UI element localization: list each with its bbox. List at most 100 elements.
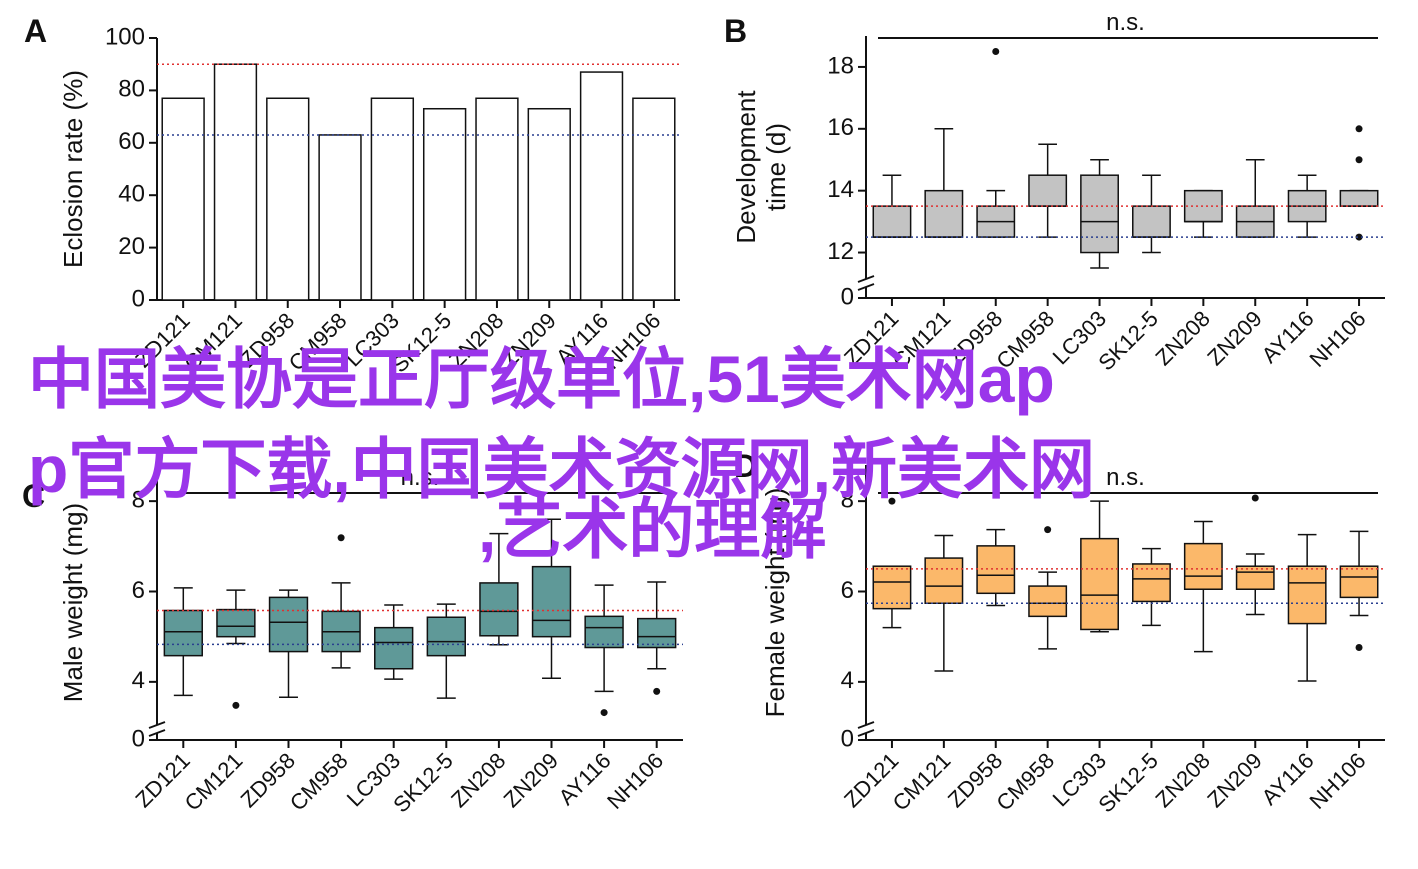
y-tick-label: 4 (132, 667, 145, 694)
panel-label: A (24, 13, 47, 49)
flier (992, 47, 1000, 55)
y-tick-label: 0 (132, 725, 145, 752)
box (872, 565, 912, 610)
overlay-text: ,艺术的理解 (478, 492, 826, 566)
y-tick-label: 14 (827, 176, 854, 203)
box (1080, 537, 1119, 631)
flier (1355, 644, 1363, 652)
y-tick-label: 20 (118, 233, 145, 260)
y-tick-label: 4 (841, 667, 854, 694)
y-tick-label: 6 (841, 577, 854, 604)
y-tick-label: 8 (132, 486, 145, 513)
y-tick-label: 12 (827, 238, 854, 265)
box (924, 189, 964, 238)
x-tick-label: ZN209 (1202, 306, 1266, 370)
bar (475, 97, 519, 301)
x-tick-label: NH106 (602, 748, 668, 814)
significance-label: n.s. (1106, 464, 1145, 491)
panel-label: C (22, 478, 45, 514)
flier (600, 709, 608, 717)
box (374, 626, 414, 670)
y-tick-label: 0 (841, 283, 854, 310)
axis-break (857, 729, 875, 737)
box (637, 617, 677, 649)
significance-label: n.s. (401, 464, 440, 491)
box (1132, 563, 1171, 603)
bar (527, 107, 571, 301)
x-tick-label: CM958 (285, 748, 353, 816)
axis-break (857, 283, 875, 291)
overlay-text: 中国美协是正厅级单位,51美术网ap (28, 342, 1055, 416)
axis-break (148, 729, 166, 737)
y-axis-label: Development (731, 90, 761, 244)
bar (161, 97, 205, 301)
box (1339, 565, 1379, 599)
x-tick-label: CM121 (180, 748, 248, 816)
y-tick-label: 18 (827, 52, 854, 79)
y-tick-label: 8 (841, 486, 854, 513)
box (1287, 565, 1327, 625)
bar (422, 107, 467, 301)
flier (232, 701, 240, 709)
x-tick-label: SK12-5 (388, 748, 458, 818)
bar (213, 63, 258, 301)
significance-label: n.s. (1106, 9, 1145, 36)
panel-label: D (734, 448, 757, 484)
box (1080, 174, 1119, 254)
box (268, 596, 309, 653)
panel-label: B (724, 13, 747, 49)
box (872, 205, 912, 238)
bar (579, 71, 624, 301)
x-tick-label: ZN209 (499, 748, 563, 812)
y-tick-label: 40 (118, 181, 145, 208)
y-axis-label: Male weight (mg) (58, 503, 88, 702)
y-tick-label: 80 (118, 76, 145, 103)
box (216, 608, 256, 638)
x-tick-label: SK12-5 (1093, 306, 1163, 376)
y-tick-label: 16 (827, 114, 854, 141)
x-tick-label: CM121 (888, 748, 956, 816)
box (584, 615, 624, 649)
bar (632, 97, 676, 301)
box (924, 557, 964, 604)
y-axis-label: time (d) (761, 123, 791, 211)
flier (653, 687, 661, 695)
flier (337, 534, 345, 542)
flier (1251, 494, 1259, 502)
axis-break (857, 275, 875, 283)
x-tick-label: ZN208 (446, 748, 510, 812)
y-axis-label: Female weight (mg) (760, 488, 790, 718)
y-axis-label: Eclosion rate (%) (58, 70, 88, 268)
bar (370, 97, 415, 301)
flier (1355, 125, 1363, 133)
bar (266, 97, 310, 301)
box (976, 545, 1016, 595)
flier (1044, 526, 1052, 534)
flier (888, 497, 896, 505)
box (1132, 205, 1171, 238)
y-tick-label: 100 (105, 23, 145, 50)
axis-break (857, 721, 875, 729)
box (1028, 585, 1068, 618)
x-tick-label: ZN208 (1151, 306, 1215, 370)
flier (1355, 156, 1363, 164)
box (163, 609, 203, 657)
y-tick-label: 6 (132, 577, 145, 604)
flier (1355, 233, 1363, 241)
x-tick-label: NH106 (1304, 748, 1370, 814)
x-tick-label: NH106 (1304, 306, 1370, 372)
y-tick-label: 0 (132, 285, 145, 312)
box (479, 582, 519, 637)
x-tick-label: ZN209 (1202, 748, 1266, 812)
box (1339, 189, 1379, 207)
x-tick-label: ZN208 (1151, 748, 1215, 812)
y-tick-label: 0 (841, 725, 854, 752)
x-tick-label: SK12-5 (1093, 748, 1163, 818)
box (1028, 174, 1068, 207)
overlay-text: p官方下载,中国美术资源网,新美术网 (28, 432, 1095, 506)
axis-break (148, 721, 166, 729)
box (531, 565, 572, 638)
y-tick-label: 60 (118, 128, 145, 155)
box (1183, 542, 1223, 590)
